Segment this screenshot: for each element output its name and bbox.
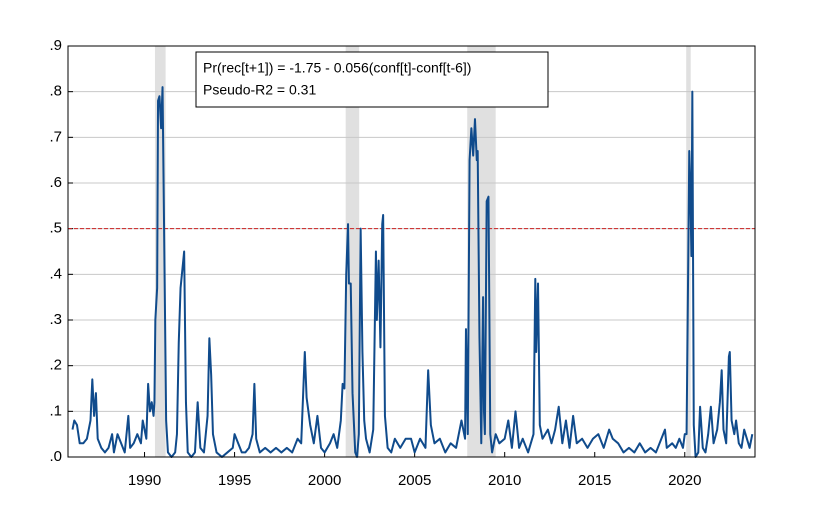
data-line: [71, 86, 754, 458]
annotation: Pr(rec[t+1]) = -1.75 - 0.056(conf[t]-con…: [203, 60, 471, 76]
y-tick-label: .8: [49, 83, 62, 100]
y-tick-label: .5: [49, 220, 62, 237]
y-tick-label: .0: [49, 448, 62, 465]
y-tick-label: .3: [49, 311, 62, 328]
y-tick-label: .6: [49, 174, 62, 191]
x-tick-label: 2005: [398, 472, 431, 489]
x-tick-label: 2015: [578, 472, 611, 489]
x-tick-label: 1990: [128, 472, 161, 489]
annotation: Pseudo-R2 = 0.31: [203, 82, 316, 98]
recession-band: [345, 46, 360, 457]
y-tick-label: .7: [49, 128, 62, 145]
plot-frame: [67, 45, 756, 458]
recession-band: [154, 46, 166, 457]
y-tick-label: .2: [49, 357, 62, 374]
y-tick-label: .1: [49, 402, 62, 419]
x-tick-label: 2020: [668, 472, 701, 489]
x-tick-label: 2010: [488, 472, 521, 489]
y-tick-label: .9: [49, 37, 62, 54]
x-tick-label: 2000: [308, 472, 341, 489]
y-tick-label: .4: [49, 265, 62, 282]
annotation-box: [195, 51, 549, 108]
plot-area: [68, 46, 755, 457]
x-tick-label: 1995: [218, 472, 251, 489]
